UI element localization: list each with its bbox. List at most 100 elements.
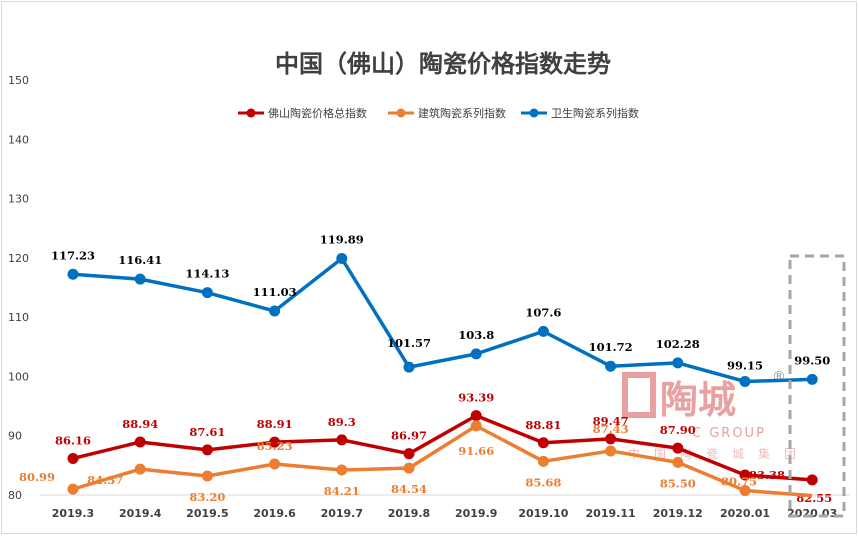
data-label: 103.8: [458, 328, 494, 342]
series-line: [72, 424, 813, 498]
data-point: [605, 445, 617, 457]
legend-dot-marker: [246, 108, 256, 118]
x-tick-label: 2019.5: [186, 507, 228, 520]
data-label: 114.13: [185, 267, 229, 281]
data-point: [739, 469, 751, 481]
y-tick-label: 150: [8, 74, 29, 87]
data-label: 111.03: [253, 285, 297, 299]
legend-label: 佛山陶瓷价格总指数: [268, 106, 367, 120]
data-label: 84.37: [87, 473, 123, 487]
data-point: [537, 325, 549, 337]
data-point: [269, 458, 281, 470]
data-point: [672, 456, 684, 468]
data-point: [806, 373, 818, 385]
series-line: [72, 256, 813, 384]
y-tick-label: 140: [8, 133, 29, 146]
legend-label: 卫生陶瓷系列指数: [551, 106, 639, 120]
legend: 佛山陶瓷价格总指数 建筑陶瓷系列指数 卫生陶瓷系列指数: [238, 106, 639, 120]
x-axis: 2019.3 2019.4 2019.5 2019.6 2019.7 2019.8 2019…: [40, 494, 850, 520]
data-label: 83.20: [189, 490, 225, 504]
y-tick-label: 130: [8, 193, 29, 206]
data-point: [739, 485, 751, 497]
y-tick-label: 100: [8, 370, 29, 383]
data-label: 99.50: [794, 353, 830, 367]
x-tick-label: 2020.01: [720, 507, 770, 520]
data-label: 117.23: [51, 248, 95, 262]
x-tick-label: 2019.10: [518, 507, 568, 520]
x-tick-label: 2020.03: [787, 507, 837, 520]
x-tick-label: 2019.12: [653, 507, 703, 520]
data-label: 82.55: [796, 491, 832, 505]
data-point: [605, 360, 617, 372]
data-label: 85.68: [525, 475, 561, 489]
data-point: [672, 357, 684, 369]
data-point: [470, 420, 482, 432]
data-point: [605, 433, 617, 445]
series-line: [72, 413, 813, 482]
data-label: 88.91: [257, 417, 293, 431]
series-group: 80.99 84.37 83.20 85.23 84.21 84.54 91.66 85.68…: [19, 420, 813, 504]
watermark-registered-mark: ®: [772, 369, 786, 385]
data-label: 89.47: [593, 414, 629, 428]
watermark-frame-icon: [622, 372, 656, 418]
data-label: 102.28: [656, 337, 700, 351]
data-label: 80.99: [19, 470, 55, 484]
data-label: 84.21: [324, 484, 360, 498]
data-point: [201, 287, 213, 299]
data-label: 83.38: [749, 468, 785, 482]
data-point: [134, 436, 146, 448]
y-tick-label: 120: [8, 252, 29, 265]
watermark-cn: 中国陶瓷城集团: [628, 446, 810, 461]
watermark-brand: 陶城: [660, 378, 736, 422]
data-point: [470, 348, 482, 360]
data-label: 89.3: [328, 415, 356, 429]
data-label: 87.90: [660, 423, 696, 437]
y-tick-label: 80: [8, 489, 22, 502]
watermark-logo: 陶城 C GROUP 中国陶瓷城集团 ®: [622, 369, 810, 461]
data-point: [806, 474, 818, 486]
data-label: 86.97: [391, 429, 427, 443]
data-label: 119.89: [320, 233, 364, 247]
x-tick-label: 2019.3: [52, 507, 94, 520]
data-label: 84.54: [391, 482, 427, 496]
legend-label: 建筑陶瓷系列指数: [418, 106, 506, 120]
data-point: [67, 452, 79, 464]
data-point: [739, 375, 751, 387]
data-label: 88.81: [525, 418, 561, 432]
data-point: [67, 483, 79, 495]
data-point: [134, 463, 146, 475]
y-tick-label: 110: [8, 311, 29, 324]
legend-item: 佛山陶瓷价格总指数: [238, 106, 367, 120]
data-point: [336, 253, 348, 265]
data-label: 88.94: [122, 417, 158, 431]
data-label: 80.75: [721, 475, 757, 489]
data-label: 87.61: [189, 425, 225, 439]
data-point: [470, 410, 482, 422]
data-point: [403, 462, 415, 474]
data-point: [67, 268, 79, 280]
x-tick-label: 2019.8: [388, 507, 430, 520]
legend-dot-marker: [396, 108, 406, 118]
data-point: [336, 434, 348, 446]
x-tick-label: 2019.6: [253, 507, 296, 520]
legend-item: 卫生陶瓷系列指数: [521, 106, 639, 120]
highlight-box-2020-03: [788, 254, 846, 518]
x-tick-label: 2019.9: [455, 507, 497, 520]
data-label: 85.50: [660, 476, 696, 490]
legend-item: 建筑陶瓷系列指数: [388, 106, 506, 120]
data-point: [537, 437, 549, 449]
data-label: 93.39: [458, 391, 494, 405]
data-label: 101.72: [589, 340, 633, 354]
y-axis: 80 90 100 110 120 130 140 150: [8, 74, 29, 502]
y-tick-label: 90: [8, 430, 22, 443]
data-label: 99.15: [727, 358, 763, 372]
x-tick-label: 2019.7: [321, 507, 363, 520]
data-point: [537, 455, 549, 467]
watermark-sub: C GROUP: [692, 426, 766, 441]
data-point: [269, 305, 281, 317]
x-tick-label: 2019.4: [119, 507, 162, 520]
